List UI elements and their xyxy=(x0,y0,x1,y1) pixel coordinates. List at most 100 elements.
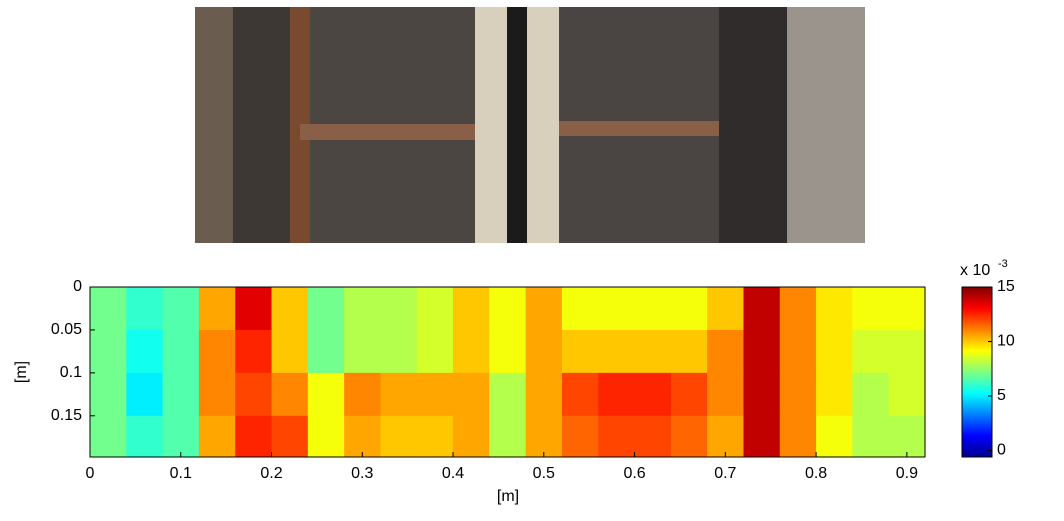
heat-cell xyxy=(308,416,345,458)
x-tick-label: 0.8 xyxy=(805,465,827,482)
heat-cell xyxy=(889,416,926,458)
heat-cell xyxy=(852,416,889,458)
heat-cell xyxy=(743,287,780,330)
heat-cell xyxy=(90,416,127,458)
heat-cell xyxy=(852,287,889,330)
heat-cell xyxy=(344,416,381,458)
heat-cell xyxy=(126,330,163,373)
heat-cell xyxy=(308,373,345,416)
heat-cell xyxy=(816,373,853,416)
x-tick-label: 0 xyxy=(86,465,95,482)
heat-cell xyxy=(852,330,889,373)
heat-cell xyxy=(526,373,563,416)
x-tick-label: 0.4 xyxy=(442,465,464,482)
heat-cell xyxy=(90,287,127,330)
x-tick-label: 0.5 xyxy=(533,465,555,482)
heat-cell xyxy=(417,287,454,330)
x-tick-label: 0.7 xyxy=(714,465,736,482)
heat-cell xyxy=(453,416,490,458)
heat-cell xyxy=(562,373,599,416)
heat-cell xyxy=(562,330,599,373)
heat-cell xyxy=(163,373,200,416)
heat-cell xyxy=(90,373,127,416)
colorbar xyxy=(962,287,992,457)
heat-cell xyxy=(489,287,526,330)
heat-cell xyxy=(126,287,163,330)
heat-cell xyxy=(308,330,345,373)
heat-cell xyxy=(743,373,780,416)
heat-cell xyxy=(344,330,381,373)
heat-cell xyxy=(380,416,417,458)
heat-cell xyxy=(780,287,817,330)
heat-cell xyxy=(453,373,490,416)
heat-cell xyxy=(816,330,853,373)
heat-cell xyxy=(562,287,599,330)
colorbar-exponent: -3 xyxy=(998,258,1008,270)
colorbar-tick-label: 10 xyxy=(997,333,1015,350)
heat-cell xyxy=(380,330,417,373)
figure: [m] [m] x 10 -3 00.10.20.30.40.50.60.70.… xyxy=(0,0,1064,521)
heat-cell xyxy=(598,330,635,373)
heat-cell xyxy=(126,416,163,458)
heat-cell xyxy=(816,287,853,330)
heat-cell xyxy=(417,416,454,458)
heat-cell xyxy=(344,373,381,416)
heat-cell xyxy=(453,287,490,330)
heat-cell xyxy=(489,373,526,416)
heat-cell xyxy=(635,287,672,330)
x-axis-label: [m] xyxy=(497,488,519,505)
photo xyxy=(195,7,865,243)
heat-cell xyxy=(889,373,926,416)
heat-cell xyxy=(199,330,236,373)
heat-cell xyxy=(671,416,708,458)
heat-cell xyxy=(635,416,672,458)
heat-cell xyxy=(453,330,490,373)
heat-cell xyxy=(344,287,381,330)
heat-cell xyxy=(707,373,744,416)
heat-cell xyxy=(707,287,744,330)
heat-cell xyxy=(163,416,200,458)
heat-cell xyxy=(126,373,163,416)
heat-cell xyxy=(743,416,780,458)
heat-cell xyxy=(780,330,817,373)
heat-cell xyxy=(272,373,309,416)
heat-cell xyxy=(489,330,526,373)
heat-cell xyxy=(671,287,708,330)
heat-cell xyxy=(526,416,563,458)
y-tick-label: 0 xyxy=(73,278,82,295)
heat-cell xyxy=(235,287,272,330)
heat-cell xyxy=(598,287,635,330)
heat-cell xyxy=(780,373,817,416)
x-tick-label: 0.3 xyxy=(351,465,373,482)
heat-cell xyxy=(889,330,926,373)
heat-cell xyxy=(526,287,563,330)
heat-cell xyxy=(199,373,236,416)
heat-cell xyxy=(199,287,236,330)
colorbar-exponent-base: x 10 xyxy=(960,262,990,279)
y-tick-label: 0.15 xyxy=(51,407,82,424)
heat-cell xyxy=(417,330,454,373)
heat-cell xyxy=(235,373,272,416)
x-tick-label: 0.6 xyxy=(623,465,645,482)
heat-cell xyxy=(380,373,417,416)
heat-cell xyxy=(417,373,454,416)
y-tick-label: 0.05 xyxy=(51,321,82,338)
heat-cell xyxy=(526,330,563,373)
heat-cell xyxy=(635,373,672,416)
x-tick-label: 0.1 xyxy=(170,465,192,482)
heat-cell xyxy=(235,330,272,373)
y-tick-label: 0.1 xyxy=(60,364,82,381)
heat-cell xyxy=(598,416,635,458)
heat-cell xyxy=(852,373,889,416)
heat-cell xyxy=(308,287,345,330)
heat-cell xyxy=(562,416,599,458)
heat-cell xyxy=(90,330,127,373)
colorbar-tick-label: 15 xyxy=(997,278,1015,295)
heat-cell xyxy=(889,287,926,330)
x-tick-label: 0.2 xyxy=(260,465,282,482)
heat-cell xyxy=(671,373,708,416)
heat-cell xyxy=(635,330,672,373)
heat-cell xyxy=(380,287,417,330)
heat-cell xyxy=(272,287,309,330)
heat-cell xyxy=(671,330,708,373)
